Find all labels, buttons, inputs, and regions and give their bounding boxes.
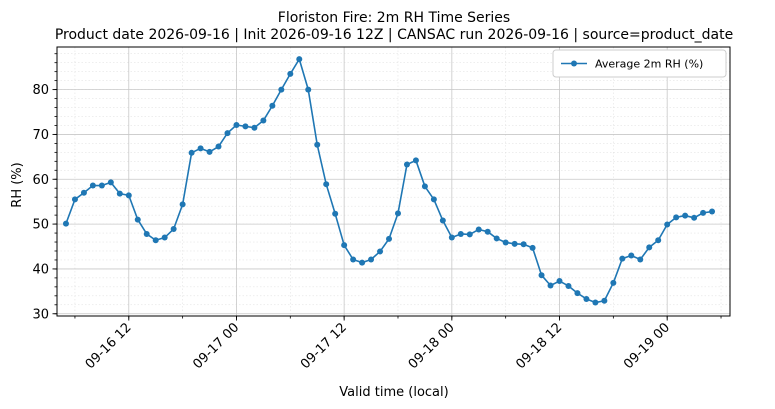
data-point — [466, 231, 473, 238]
data-point — [107, 179, 114, 186]
data-point — [125, 192, 132, 199]
data-point — [403, 161, 410, 168]
data-point — [116, 190, 123, 197]
data-point — [161, 234, 168, 241]
data-point — [143, 230, 150, 237]
data-point — [421, 183, 428, 190]
data-point — [439, 217, 446, 224]
legend-marker-swatch — [571, 60, 577, 67]
x-tick-label: 09-18 00 — [406, 320, 458, 372]
plot-frame — [56, 46, 731, 317]
data-point — [565, 282, 572, 289]
legend: Average 2m RH (%) — [552, 49, 727, 78]
data-point — [556, 278, 563, 285]
data-point — [709, 208, 716, 215]
data-point — [682, 212, 689, 219]
data-point — [206, 148, 213, 155]
data-point — [583, 295, 590, 302]
data-point — [529, 244, 536, 251]
x-tick-label: 09-18 12 — [513, 320, 565, 372]
data-point — [89, 182, 96, 189]
x-tick-label: 09-16 12 — [83, 320, 135, 372]
data-point — [224, 130, 231, 137]
y-axis-label: RH (%) — [10, 162, 25, 207]
data-point — [197, 145, 204, 152]
data-point — [296, 56, 303, 63]
y-tick-label: 50 — [32, 218, 49, 233]
data-point — [394, 210, 401, 217]
data-point — [502, 239, 509, 246]
data-point — [80, 189, 87, 196]
data-point — [188, 149, 195, 156]
legend-box — [552, 49, 727, 78]
x-tick-label: 09-17 12 — [298, 320, 350, 372]
x-tick-label: 09-17 00 — [190, 320, 242, 372]
y-tick-label: 60 — [32, 173, 49, 188]
data-point — [457, 230, 464, 237]
data-point — [646, 244, 653, 251]
grid — [57, 47, 730, 316]
data-point — [601, 297, 608, 304]
data-point — [359, 259, 366, 266]
chart-title: Floriston Fire: 2m RH Time Series — [278, 10, 510, 26]
data-point — [511, 240, 518, 247]
data-point — [664, 221, 671, 228]
data-point — [700, 209, 707, 216]
data-point — [368, 256, 375, 263]
data-point — [547, 282, 554, 289]
data-point — [628, 252, 635, 259]
data-point — [98, 182, 105, 189]
data-point — [592, 299, 599, 306]
data-point — [332, 210, 339, 217]
data-point — [269, 102, 276, 109]
data-point — [655, 237, 662, 244]
data-point — [493, 235, 500, 242]
data-point — [448, 234, 455, 241]
data-point — [350, 256, 357, 263]
data-point — [475, 226, 482, 233]
data-point — [520, 241, 527, 248]
data-point — [170, 226, 177, 233]
data-point — [305, 86, 312, 93]
data-point — [574, 290, 581, 297]
series-layer — [62, 56, 716, 306]
data-point — [377, 248, 384, 255]
data-point — [62, 220, 69, 227]
data-point — [152, 237, 159, 244]
x-tick-label: 09-19 00 — [621, 320, 673, 372]
data-point — [619, 255, 626, 262]
data-point — [179, 201, 186, 208]
data-point — [242, 123, 249, 130]
data-point — [260, 117, 267, 124]
data-point — [287, 70, 294, 77]
data-point — [134, 216, 141, 223]
data-point — [610, 279, 617, 286]
data-point — [637, 256, 644, 263]
data-point — [251, 124, 258, 131]
y-tick-label: 80 — [32, 83, 49, 98]
data-point — [215, 143, 222, 150]
data-point — [71, 196, 78, 203]
data-point — [314, 141, 321, 148]
y-tick-label: 70 — [32, 128, 49, 143]
data-point — [691, 214, 698, 221]
data-point — [430, 196, 437, 203]
y-tick-label: 30 — [32, 307, 49, 322]
data-point — [341, 242, 348, 249]
data-point — [323, 181, 330, 188]
chart-subtitle: Product date 2026-09-16 | Init 2026-09-1… — [55, 27, 733, 43]
data-point — [233, 122, 240, 129]
data-point — [673, 214, 680, 221]
x-axis-label: Valid time (local) — [339, 385, 448, 400]
legend-label: Average 2m RH (%) — [595, 58, 703, 71]
data-point — [538, 272, 545, 279]
y-tick-label: 40 — [32, 262, 49, 277]
data-point — [484, 228, 491, 235]
data-point — [412, 157, 419, 164]
data-point — [386, 235, 393, 242]
data-point — [278, 86, 285, 93]
series-line — [65, 58, 713, 304]
